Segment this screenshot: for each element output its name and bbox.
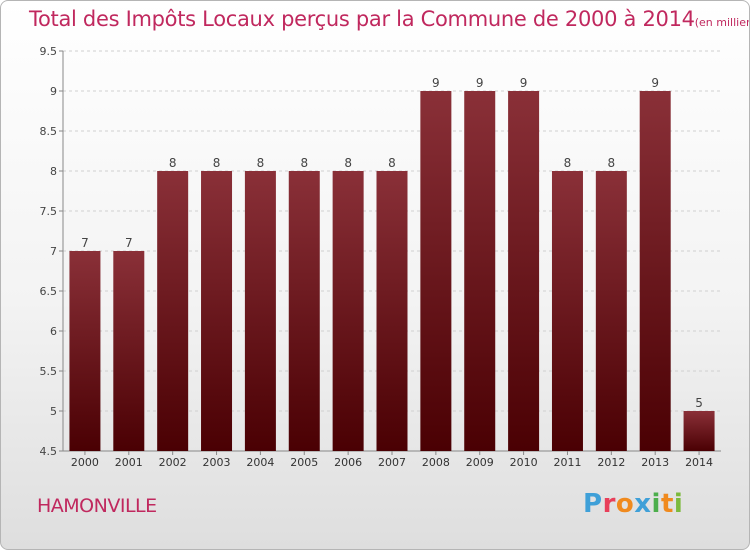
x-tick-label: 2007 [378, 456, 406, 469]
y-tick-label: 4.5 [40, 445, 58, 458]
data-label: 9 [476, 76, 484, 90]
bar-2003 [201, 171, 233, 451]
chart-title-text: Total des Impôts Locaux perçus par la Co… [29, 7, 695, 31]
bar-2008 [420, 91, 452, 451]
bar-2014 [683, 411, 715, 451]
x-tick-label: 2011 [553, 456, 581, 469]
data-label: 8 [344, 156, 352, 170]
y-tick-label: 9.5 [40, 45, 58, 58]
x-tick-label: 2012 [597, 456, 625, 469]
bar-2013 [639, 91, 671, 451]
bars [69, 91, 715, 451]
logo-letter: P [583, 489, 603, 519]
logo-letter: t [660, 489, 674, 519]
x-tick-label: 2008 [422, 456, 450, 469]
bar-2004 [244, 171, 276, 451]
y-tick-label: 5 [50, 405, 57, 418]
y-tick-label: 7.5 [40, 205, 58, 218]
data-label: 5 [695, 396, 703, 410]
commune-name: HAMONVILLE [37, 495, 157, 517]
x-tick-label: 2003 [203, 456, 231, 469]
proxiti-logo[interactable]: Proxiti [583, 489, 683, 519]
logo-letter: x [634, 489, 652, 519]
data-label: 8 [300, 156, 308, 170]
data-label: 9 [651, 76, 659, 90]
data-label: 7 [125, 236, 133, 250]
x-tick-label: 2000 [71, 456, 99, 469]
x-tick-label: 2014 [685, 456, 713, 469]
chart-title: Total des Impôts Locaux perçus par la Co… [29, 7, 749, 31]
bar-2002 [157, 171, 189, 451]
data-label: 8 [564, 156, 572, 170]
y-tick-label: 9 [50, 85, 57, 98]
bar-2007 [376, 171, 408, 451]
x-tick-label: 2001 [115, 456, 143, 469]
data-label: 8 [608, 156, 616, 170]
x-tick-label: 2013 [641, 456, 669, 469]
data-label: 9 [520, 76, 528, 90]
x-tick-label: 2004 [246, 456, 274, 469]
data-label: 8 [213, 156, 221, 170]
y-tick-label: 7 [50, 245, 57, 258]
logo-letter: r [602, 489, 616, 519]
data-labels: 7 7 8 8 8 8 8 8 9 9 9 8 8 9 5 [81, 76, 703, 410]
bar-2011 [551, 171, 583, 451]
y-tick-label: 8 [50, 165, 57, 178]
bar-2000 [69, 251, 101, 451]
y-tick-label: 6.5 [40, 285, 58, 298]
x-tick-label: 2002 [159, 456, 187, 469]
y-tick-label: 5.5 [40, 365, 58, 378]
bar-2001 [113, 251, 145, 451]
x-tick-label: 2005 [290, 456, 318, 469]
logo-letter: o [615, 489, 635, 519]
x-tick-label: 2010 [510, 456, 538, 469]
x-tick-label: 2006 [334, 456, 362, 469]
x-tick-label: 2009 [466, 456, 494, 469]
bar-2006 [332, 171, 364, 451]
data-label: 8 [257, 156, 265, 170]
axes: 4.5 5 5.5 6 6.5 7 7.5 8 8.5 9 9.5 2000 2001 2002 2003 2… [40, 45, 721, 469]
data-label: 8 [169, 156, 177, 170]
bar-2005 [288, 171, 320, 451]
logo-letter: i [673, 489, 684, 519]
data-label: 7 [81, 236, 89, 250]
bar-2012 [595, 171, 627, 451]
unit-note: (en milliers d'€) [694, 16, 749, 29]
bar-2010 [508, 91, 540, 451]
data-label: 8 [388, 156, 396, 170]
y-tick-label: 6 [50, 325, 57, 338]
logo-letter: i [651, 489, 661, 519]
data-label: 9 [432, 76, 440, 90]
bar-2009 [464, 91, 496, 451]
y-tick-label: 8.5 [40, 125, 58, 138]
